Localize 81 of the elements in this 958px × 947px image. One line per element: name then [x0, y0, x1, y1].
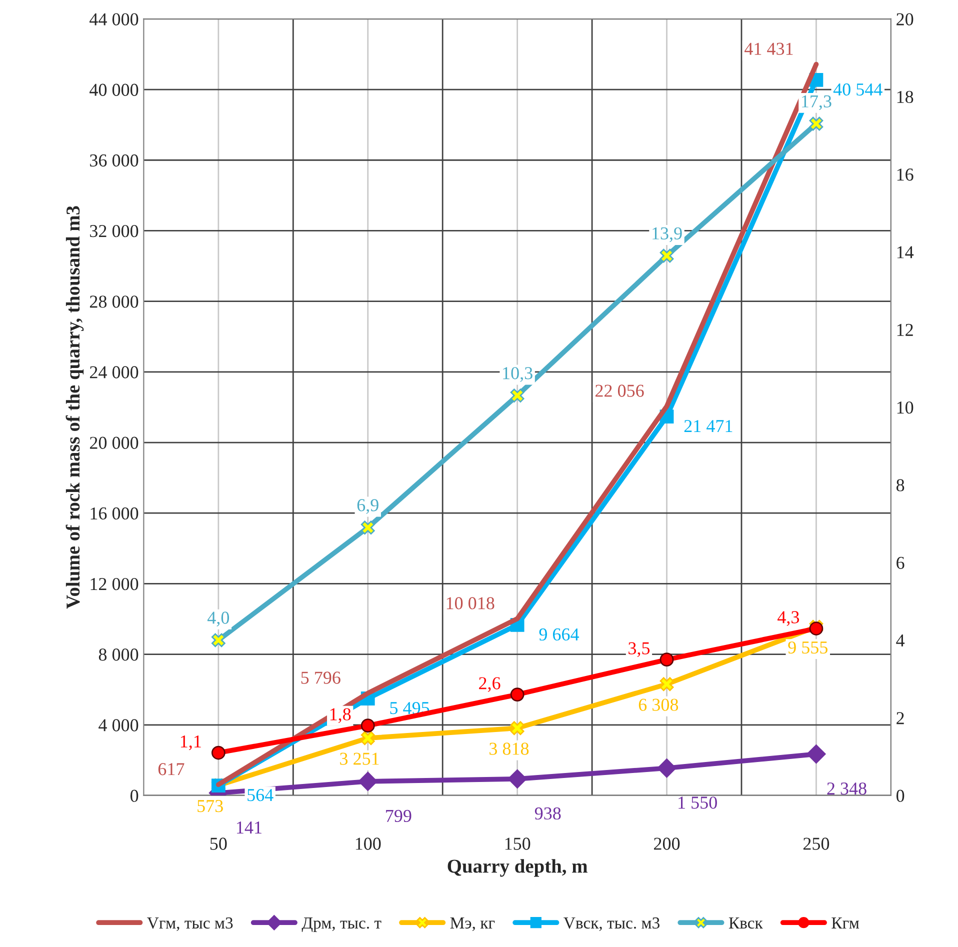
legend-label: Дрм, тыс. т — [302, 918, 382, 932]
y-tick-label: 0 — [130, 790, 138, 802]
data-label: 141 — [237, 822, 262, 834]
legend-label: Квск — [728, 918, 763, 929]
data-label: 938 — [534, 807, 561, 820]
point — [510, 388, 524, 403]
data-label: 10,3 — [503, 367, 532, 382]
point — [660, 677, 674, 692]
legend-label: Кгм — [832, 918, 860, 928]
data-label: 617 — [158, 763, 184, 776]
data-label: 3 251 — [340, 752, 379, 765]
data-label: 3,5 — [628, 642, 650, 657]
data-label: 1,8 — [330, 708, 351, 723]
y2-tick-label: 6 — [896, 556, 904, 569]
point — [510, 688, 524, 702]
x-tick-label: 250 — [803, 838, 830, 850]
data-label: 6 308 — [638, 698, 678, 711]
y-tick-label: 8 000 — [98, 648, 138, 661]
data-label: 1,1 — [180, 735, 201, 750]
x-tick-label: 150 — [505, 838, 530, 850]
point — [660, 652, 674, 667]
legend-label: Vвск, тыс. м3 — [564, 917, 660, 932]
data-label: 4,3 — [778, 611, 800, 626]
data-label: 9 664 — [539, 628, 580, 641]
y-tick-label: 40 000 — [90, 84, 138, 96]
y2-tick-label: 14 — [897, 246, 914, 258]
y-tick-label: 12 000 — [90, 578, 138, 590]
y2-tick-label: 16 — [897, 168, 914, 181]
data-label: 13,9 — [652, 227, 682, 242]
data-label: 10 018 — [446, 597, 494, 610]
x-tick-label: 50 — [210, 838, 227, 850]
data-label: 6,9 — [357, 499, 378, 514]
data-label: 9 555 — [788, 641, 828, 654]
y-axis-title: Volume of rock mass of the quarry, thousand m3 — [66, 206, 84, 609]
y2-tick-label: 20 — [896, 13, 914, 26]
point — [510, 721, 524, 736]
y-tick-label: 44 000 — [90, 13, 138, 26]
data-label: 1 550 — [678, 796, 717, 809]
point — [211, 746, 226, 760]
y-tick-label: 36 000 — [90, 154, 138, 167]
y2-tick-label: 4 — [896, 634, 905, 646]
data-label: 3 818 — [490, 742, 529, 755]
x-tick-label: 100 — [356, 838, 381, 850]
y-tick-label: 28 000 — [90, 296, 138, 308]
point — [211, 633, 226, 648]
y-tick-label: 16 000 — [90, 507, 138, 520]
point — [806, 744, 826, 764]
y2-tick-label: 18 — [897, 90, 914, 104]
y2-tick-label: 0 — [896, 790, 904, 802]
y2-tick-label: 12 — [897, 324, 913, 336]
y-tick-label: 32 000 — [90, 224, 138, 238]
point — [360, 731, 375, 746]
data-label: 2,6 — [479, 677, 500, 692]
y-tick-label: 4 000 — [98, 719, 138, 732]
y-tick-label: 24 000 — [90, 366, 138, 378]
legend-label: Vгм, тыс м3 — [147, 917, 233, 932]
y2-tick-label: 8 — [896, 479, 904, 492]
data-label: 41 431 — [744, 42, 793, 55]
data-label: 17,3 — [802, 95, 832, 110]
y2-tick-label: 2 — [896, 712, 904, 724]
data-label: 799 — [386, 810, 412, 822]
legend-label: Мэ, кг — [450, 918, 495, 932]
point — [360, 718, 375, 733]
data-label: 40 544 — [833, 83, 882, 96]
point — [358, 772, 378, 791]
point — [809, 116, 824, 131]
y2-tick-label: 10 — [897, 401, 914, 414]
x-tick-label: 200 — [654, 838, 680, 850]
point — [508, 769, 527, 788]
data-label: 4,0 — [207, 612, 230, 626]
data-label: 573 — [198, 800, 223, 812]
x-axis-title: Quarry depth, m — [448, 859, 588, 877]
data-label: 564 — [248, 789, 274, 802]
point — [657, 758, 676, 778]
point — [360, 520, 375, 535]
data-label: 22 056 — [596, 384, 644, 397]
y-tick-label: 20 000 — [90, 436, 138, 449]
point — [660, 248, 674, 263]
data-label: 21 471 — [684, 420, 732, 432]
data-label: 2 348 — [827, 782, 866, 795]
data-label: 5 796 — [301, 672, 340, 684]
